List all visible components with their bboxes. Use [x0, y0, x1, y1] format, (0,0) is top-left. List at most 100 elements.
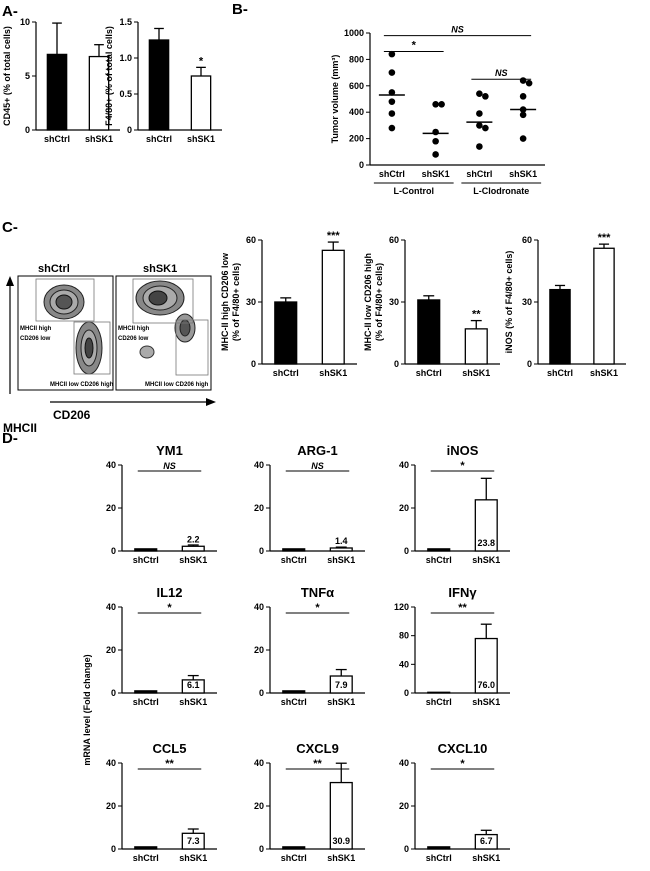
- comparison-label: NS: [451, 25, 464, 35]
- chart-D3: 0 20 40 shCtrl shSK1 iNOS * 23.8: [399, 443, 510, 565]
- data-point: [432, 151, 439, 158]
- arrow-up-icon: [6, 276, 14, 286]
- y-tick-label: 40: [106, 460, 116, 470]
- data-point: [388, 110, 396, 117]
- group-label: L-Clodronate: [473, 186, 529, 196]
- data-point: [388, 98, 396, 105]
- bar-shCtrl: [282, 548, 306, 552]
- chart-title: ARG-1: [297, 443, 337, 458]
- x-tick-label: shSK1: [327, 697, 355, 707]
- data-point: [476, 90, 483, 98]
- y-tick-label: 0: [111, 546, 116, 556]
- x-tick-label: shCtrl: [273, 368, 299, 378]
- data-point: [476, 143, 483, 150]
- y-axis-label: Tumor volume (mm³): [330, 55, 340, 144]
- y-tick-label: 1.0: [119, 53, 132, 63]
- chart-C3: 0 30 60 shCtrl *** shSK1 iNOS (% of F4/80+ cel…: [504, 232, 626, 378]
- y-axis-label: F4/80+ (% of total cells): [104, 26, 114, 126]
- data-point: [519, 135, 527, 142]
- comparison-label: *: [167, 602, 172, 614]
- x-tick-label: shCtrl: [133, 853, 159, 863]
- y-tick-label: 30: [246, 297, 256, 307]
- x-tick-label: shSK1: [472, 697, 500, 707]
- x-tick-label: shSK1: [179, 853, 207, 863]
- flow-xaxis-label: CD206: [53, 408, 91, 422]
- bar-shCtrl: [46, 53, 68, 131]
- bar-shCtrl: [549, 288, 571, 365]
- comparison-label: *: [412, 39, 417, 51]
- bar-shSK1: [321, 249, 345, 365]
- bar-shCtrl: [282, 846, 306, 850]
- comparison-label: *: [315, 602, 320, 614]
- gate-label-upper-1-shctrl: MHCII high: [20, 326, 52, 332]
- bar-shSK1: [181, 545, 205, 552]
- data-point: [476, 110, 483, 117]
- data-point: [525, 79, 533, 87]
- x-tick-label: shCtrl: [133, 697, 159, 707]
- y-tick-label: 0: [111, 688, 116, 698]
- chart-D5: 0 20 40 shCtrl shSK1 TNFα * 7.9: [254, 585, 365, 707]
- value-label: 6.1: [187, 680, 200, 690]
- y-axis-label-line2: (% of F4/80+ cells): [374, 263, 384, 341]
- y-tick-label: 60: [389, 235, 399, 245]
- y-tick-label: 20: [254, 801, 264, 811]
- y-tick-label: 600: [349, 81, 364, 91]
- y-tick-label: 0: [251, 359, 256, 369]
- y-tick-label: 0: [25, 125, 30, 135]
- value-label: 6.7: [480, 836, 493, 846]
- gate-label-lower-shctrl: MHCII low CD206 high: [50, 382, 114, 388]
- gate-lower-shctrl: [73, 321, 111, 375]
- chart-D1: 0 20 40 shCtrl shSK1 YM1 NS 2.2: [106, 443, 217, 565]
- y-tick-label: 0: [111, 844, 116, 854]
- bar-shCtrl: [427, 846, 451, 850]
- data-point: [388, 124, 396, 132]
- comparison-label: *: [460, 460, 465, 472]
- chart-title: IL12: [156, 585, 182, 600]
- y-axis-label-line2: (% of F4/80+ cells): [231, 263, 241, 341]
- x-tick-label: shSK1: [327, 555, 355, 565]
- x-tick-label: shSK1: [422, 169, 450, 179]
- x-tick-label: shCtrl: [133, 555, 159, 565]
- y-tick-label: 0: [127, 125, 132, 135]
- data-point: [388, 69, 396, 76]
- x-tick-label: shSK1: [179, 555, 207, 565]
- y-tick-label: 200: [349, 134, 364, 144]
- significance-label: **: [472, 309, 481, 321]
- gate-upper-shctrl: [35, 278, 95, 322]
- y-tick-label: 40: [254, 758, 264, 768]
- x-tick-label: shCtrl: [146, 134, 172, 144]
- chart-D7: 0 20 40 shCtrl shSK1 CCL5 ** 7.3: [106, 741, 217, 863]
- significance-label: ***: [598, 232, 612, 244]
- x-tick-label: shSK1: [85, 134, 113, 144]
- y-tick-label: 20: [254, 503, 264, 513]
- y-tick-label: 0: [259, 844, 264, 854]
- gate-label-upper-1-shsk1: MHCII high: [118, 326, 150, 332]
- arrow-right-icon: [206, 398, 216, 406]
- data-point: [476, 122, 483, 129]
- y-tick-label: 60: [522, 235, 532, 245]
- chart-D2: 0 20 40 shCtrl shSK1 ARG-1 NS 1.4: [254, 443, 365, 565]
- group-label: L-Control: [394, 186, 435, 196]
- chart-B: 0 200 400 600 800 1000 shCtrl shSK1 shCtrl shSK1 L…: [330, 25, 545, 196]
- x-tick-label: shSK1: [509, 169, 537, 179]
- data-point: [388, 89, 396, 96]
- data-point: [438, 100, 445, 108]
- panel-label-d: D-: [2, 430, 18, 447]
- y-axis-label: CD45+ (% of total cells): [2, 26, 12, 126]
- data-point: [482, 93, 489, 100]
- bar-shSK1: [190, 75, 212, 131]
- gate-lower-shsk1: [175, 319, 209, 376]
- y-tick-label: 800: [349, 54, 364, 64]
- bar-shCtrl: [282, 690, 306, 694]
- y-tick-label: 120: [394, 602, 409, 612]
- x-tick-label: shSK1: [462, 368, 490, 378]
- bar-shCtrl: [427, 548, 451, 552]
- y-tick-label: 30: [389, 297, 399, 307]
- bar-shSK1: [329, 547, 353, 552]
- chart-D8: 0 20 40 shCtrl shSK1 CXCL9 ** 30.9: [254, 741, 365, 863]
- significance-label: ***: [327, 230, 341, 242]
- bar-shCtrl: [134, 548, 158, 552]
- bar-shCtrl: [274, 301, 298, 365]
